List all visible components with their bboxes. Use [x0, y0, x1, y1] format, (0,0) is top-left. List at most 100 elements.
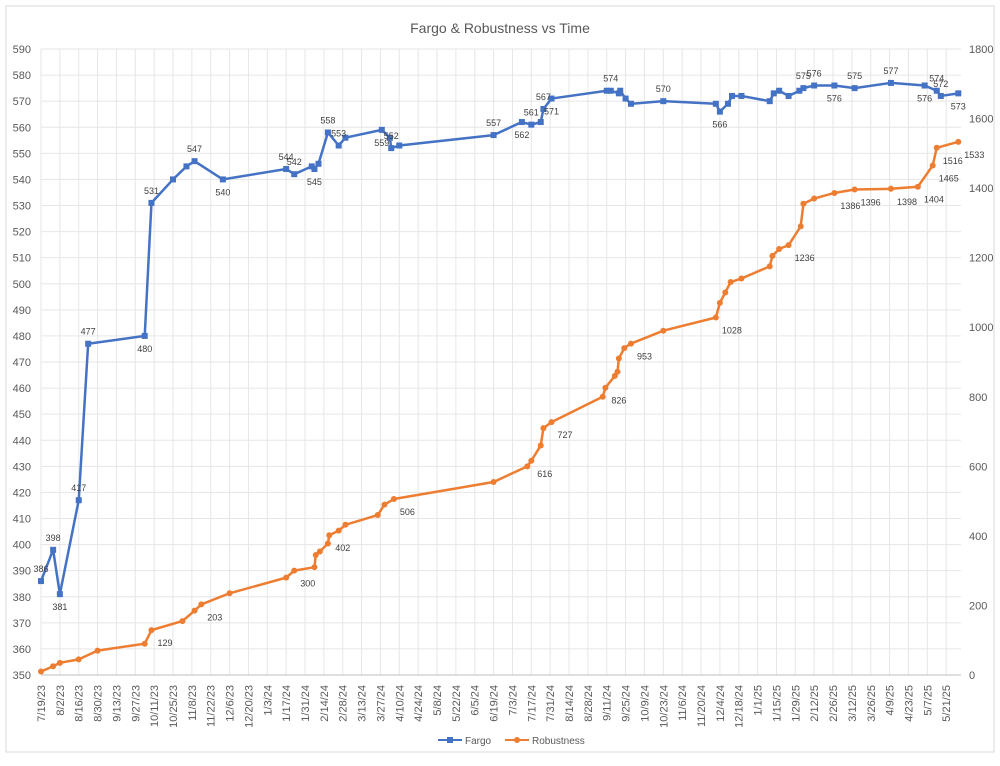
x-tick-label: 12/20/23 [243, 685, 255, 728]
data-point-fargo [540, 105, 547, 112]
data-label-robustness: 1398 [897, 197, 917, 207]
x-tick-label: 1/29/25 [790, 685, 802, 722]
data-point-robustness [390, 496, 397, 503]
data-point-robustness [599, 393, 606, 400]
data-label-robustness: 616 [537, 469, 552, 479]
y-left-tick-label: 480 [13, 331, 31, 343]
y-right-tick-label: 200 [969, 600, 987, 612]
data-point-fargo [315, 160, 322, 167]
y-left-tick-label: 470 [13, 357, 31, 369]
data-label-fargo: 398 [46, 533, 61, 543]
data-label-fargo: 576 [827, 94, 842, 104]
data-point-robustness [524, 463, 531, 470]
x-tick-label: 5/21/25 [941, 685, 953, 722]
data-label-fargo: 558 [320, 115, 335, 125]
data-label-robustness: 1533 [964, 150, 984, 160]
data-label-fargo: 540 [215, 187, 230, 197]
data-label-fargo: 576 [807, 69, 822, 79]
data-label-fargo: 567 [536, 92, 551, 102]
data-point-robustness [769, 252, 776, 259]
y-left-tick-label: 390 [13, 566, 31, 578]
data-label-fargo: 575 [796, 71, 811, 81]
y-left-tick-label: 450 [13, 409, 31, 421]
data-point-robustness [381, 501, 388, 508]
y-left-tick-label: 520 [13, 227, 31, 239]
data-label-fargo: 566 [712, 120, 727, 130]
data-point-fargo [518, 119, 525, 126]
x-tick-label: 7/31/24 [545, 685, 557, 722]
series-line-robustness [40, 140, 959, 673]
data-point-robustness [797, 223, 804, 230]
data-label-fargo: 575 [847, 71, 862, 81]
data-point-fargo [283, 165, 290, 172]
data-point-robustness [776, 245, 783, 252]
y-left-tick-label: 410 [13, 514, 31, 526]
x-tick-label: 9/27/23 [130, 685, 142, 722]
data-label-robustness: 506 [400, 507, 415, 517]
data-point-fargo [660, 98, 667, 105]
y-left-tick-label: 530 [13, 201, 31, 213]
data-point-robustness [540, 425, 547, 432]
data-point-fargo [729, 92, 736, 99]
x-tick-label: 3/26/25 [866, 685, 878, 722]
data-point-robustness [811, 195, 818, 202]
data-point-fargo [85, 340, 92, 347]
data-label-fargo: 531 [144, 186, 159, 196]
data-label-fargo: 553 [331, 129, 346, 139]
x-tick-label: 6/5/24 [470, 685, 482, 716]
data-label-fargo: 561 [524, 108, 539, 118]
data-point-fargo [50, 546, 57, 553]
data-point-robustness [887, 185, 894, 192]
y-right-tick-label: 400 [969, 531, 987, 543]
x-tick-label: 5/22/24 [451, 685, 463, 722]
data-label-fargo: 381 [52, 602, 67, 612]
data-point-fargo [796, 87, 803, 94]
x-tick-label: 8/2/23 [55, 685, 67, 716]
y-right-tick-label: 1200 [969, 253, 993, 265]
x-tick-label: 1/1/25 [753, 685, 765, 716]
x-tick-label: 7/19/23 [36, 685, 48, 722]
y-left-tick-label: 350 [13, 670, 31, 682]
data-point-fargo [724, 100, 731, 107]
data-point-fargo [291, 171, 298, 178]
y-right-tick-label: 1600 [969, 114, 993, 126]
data-label-robustness: 1404 [924, 195, 944, 205]
y-axis-right: 0 200 400 600 800 1000 1200 1400 1600 1800 [969, 44, 993, 682]
data-point-robustness [660, 327, 667, 334]
data-point-fargo [490, 132, 497, 139]
legend-label-fargo: Fargo [465, 736, 492, 747]
x-tick-label: 10/23/24 [658, 685, 670, 728]
data-point-fargo [712, 100, 719, 107]
data-point-robustness [148, 627, 155, 634]
y-left-tick-label: 570 [13, 96, 31, 108]
data-point-robustness [191, 607, 198, 614]
data-label-robustness: 1386 [840, 201, 860, 211]
data-point-fargo [800, 85, 807, 92]
x-tick-label: 2/26/25 [828, 685, 840, 722]
x-tick-label: 4/24/24 [413, 685, 425, 722]
data-label-fargo: 571 [544, 107, 559, 117]
data-point-fargo [937, 92, 944, 99]
y-right-tick-label: 600 [969, 461, 987, 473]
data-label-fargo: 576 [917, 94, 932, 104]
x-tick-label: 7/3/24 [507, 685, 519, 716]
data-point-robustness [311, 564, 318, 571]
data-label-fargo: 562 [514, 130, 529, 140]
data-point-robustness [141, 640, 148, 647]
data-point-fargo [766, 98, 773, 105]
data-label-robustness: 129 [157, 638, 172, 648]
y-right-tick-label: 1800 [969, 44, 993, 56]
y-left-tick-label: 440 [13, 435, 31, 447]
legend-marker-robustness [514, 737, 520, 743]
y-right-tick-label: 0 [969, 670, 975, 682]
data-point-robustness [312, 552, 319, 559]
data-point-robustness [342, 521, 349, 528]
x-tick-label: 11/8/23 [187, 685, 199, 721]
data-label-robustness: 1028 [722, 325, 742, 335]
data-point-fargo [785, 92, 792, 99]
data-point-robustness [283, 574, 290, 581]
data-point-robustness [766, 263, 773, 270]
data-label-fargo: 386 [33, 564, 48, 574]
